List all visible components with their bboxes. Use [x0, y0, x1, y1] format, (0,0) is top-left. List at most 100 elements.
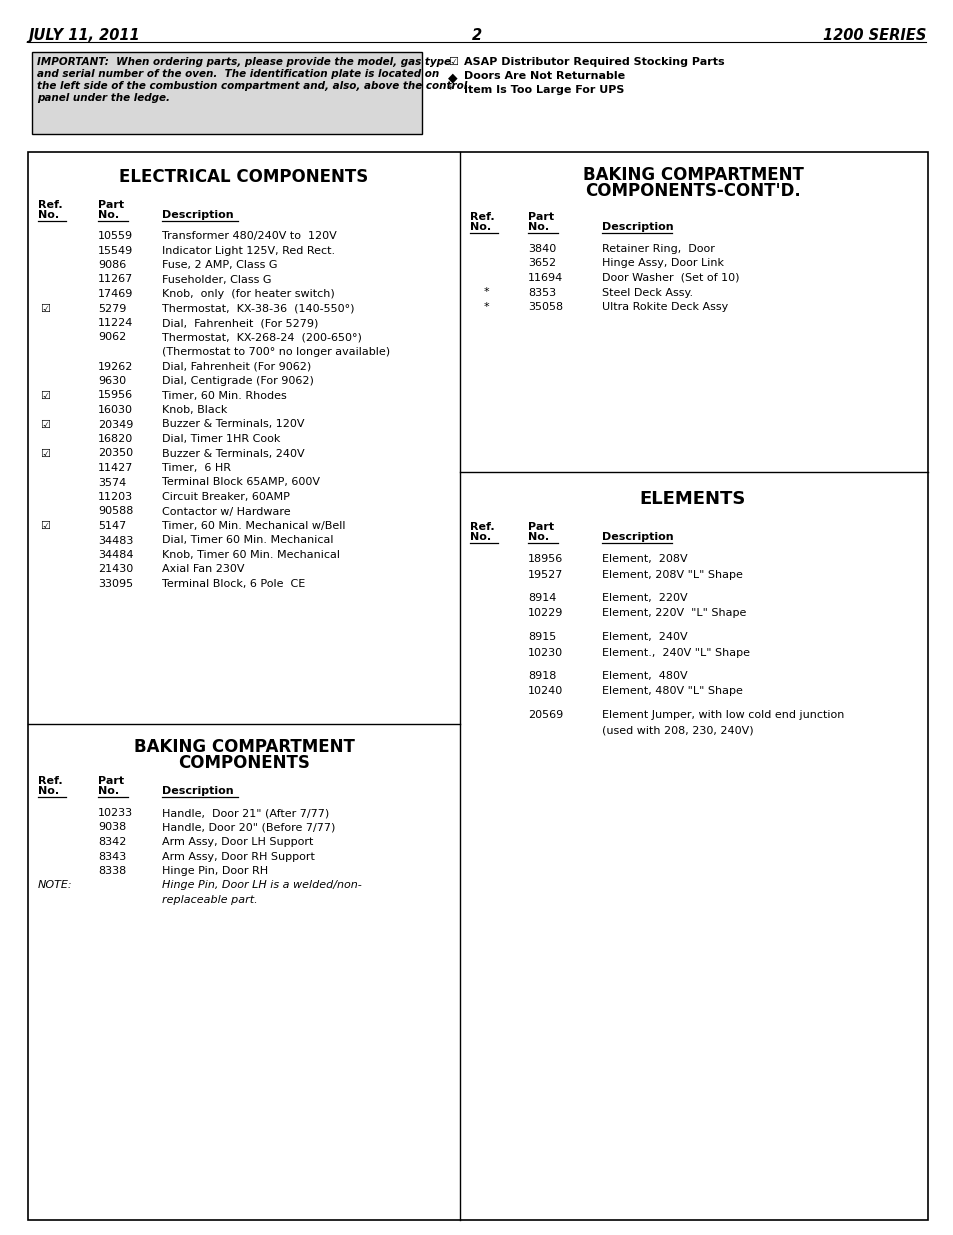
Text: Description: Description: [162, 210, 233, 220]
Text: Description: Description: [162, 785, 233, 797]
Text: 8918: 8918: [527, 671, 556, 680]
Text: ASAP Distributor Required Stocking Parts: ASAP Distributor Required Stocking Parts: [463, 57, 724, 67]
Text: 34483: 34483: [98, 536, 133, 546]
Text: 10230: 10230: [527, 647, 562, 657]
Text: 10240: 10240: [527, 687, 562, 697]
Text: Door Washer  (Set of 10): Door Washer (Set of 10): [601, 273, 739, 283]
Text: 34484: 34484: [98, 550, 133, 559]
Text: 8915: 8915: [527, 632, 556, 642]
Text: 9038: 9038: [98, 823, 126, 832]
Text: No.: No.: [470, 532, 491, 542]
Text: 19262: 19262: [98, 362, 133, 372]
Text: 1200 SERIES: 1200 SERIES: [821, 28, 925, 43]
Text: Hinge Pin, Door RH: Hinge Pin, Door RH: [162, 866, 268, 876]
Text: No.: No.: [98, 210, 119, 220]
Text: Terminal Block 65AMP, 600V: Terminal Block 65AMP, 600V: [162, 478, 319, 488]
Text: 11224: 11224: [98, 317, 133, 329]
Text: the left side of the combustion compartment and, also, above the control: the left side of the combustion compartm…: [37, 82, 467, 91]
Text: 9062: 9062: [98, 332, 126, 342]
Text: Ultra Rokite Deck Assy: Ultra Rokite Deck Assy: [601, 303, 727, 312]
Text: ☑: ☑: [40, 390, 50, 400]
Text: Hinge Assy, Door Link: Hinge Assy, Door Link: [601, 258, 723, 268]
Text: 5279: 5279: [98, 304, 126, 314]
Text: and serial number of the oven.  The identification plate is located on: and serial number of the oven. The ident…: [37, 69, 438, 79]
Text: ELECTRICAL COMPONENTS: ELECTRICAL COMPONENTS: [119, 168, 368, 186]
Text: Element,  240V: Element, 240V: [601, 632, 687, 642]
Text: Buzzer & Terminals, 120V: Buzzer & Terminals, 120V: [162, 420, 304, 430]
Text: 11203: 11203: [98, 492, 133, 501]
Text: BAKING COMPARTMENT: BAKING COMPARTMENT: [133, 739, 355, 756]
Text: (used with 208, 230, 240V): (used with 208, 230, 240V): [601, 725, 753, 736]
Text: COMPONENTS: COMPONENTS: [178, 755, 310, 772]
Text: 8914: 8914: [527, 593, 556, 603]
Text: Doors Are Not Returnable: Doors Are Not Returnable: [463, 70, 624, 82]
Text: No.: No.: [98, 785, 119, 797]
Text: 15956: 15956: [98, 390, 133, 400]
Text: Ref.: Ref.: [470, 522, 494, 532]
Bar: [32, 52, 421, 135]
Text: 35058: 35058: [527, 303, 562, 312]
Text: Terminal Block, 6 Pole  CE: Terminal Block, 6 Pole CE: [162, 579, 305, 589]
Text: panel under the ledge.: panel under the ledge.: [37, 93, 170, 103]
Text: Fuseholder, Class G: Fuseholder, Class G: [162, 274, 272, 284]
Text: Arm Assy, Door RH Support: Arm Assy, Door RH Support: [162, 851, 314, 862]
Text: Axial Fan 230V: Axial Fan 230V: [162, 564, 244, 574]
Text: ELEMENTS: ELEMENTS: [639, 490, 745, 508]
Text: Element, 208V "L" Shape: Element, 208V "L" Shape: [601, 569, 742, 579]
Text: Retainer Ring,  Door: Retainer Ring, Door: [601, 245, 714, 254]
Text: No.: No.: [527, 532, 549, 542]
Text: Element.,  240V "L" Shape: Element., 240V "L" Shape: [601, 647, 749, 657]
Text: Steel Deck Assy.: Steel Deck Assy.: [601, 288, 693, 298]
Text: *: *: [448, 85, 453, 95]
Text: Transformer 480/240V to  120V: Transformer 480/240V to 120V: [162, 231, 336, 241]
Bar: [28, 152, 927, 1220]
Text: Timer, 60 Min. Rhodes: Timer, 60 Min. Rhodes: [162, 390, 287, 400]
Text: Element,  220V: Element, 220V: [601, 593, 687, 603]
Text: No.: No.: [527, 222, 549, 232]
Text: 16820: 16820: [98, 433, 133, 445]
Text: 15549: 15549: [98, 246, 133, 256]
Text: 11694: 11694: [527, 273, 562, 283]
Text: 5147: 5147: [98, 521, 126, 531]
Text: ☑: ☑: [40, 448, 50, 458]
Text: Description: Description: [601, 222, 673, 232]
Text: ☑: ☑: [40, 521, 50, 531]
Text: ☑: ☑: [40, 420, 50, 430]
Text: Dial, Centigrade (For 9062): Dial, Centigrade (For 9062): [162, 375, 314, 387]
Text: Thermostat,  KX-38-36  (140-550°): Thermostat, KX-38-36 (140-550°): [162, 304, 355, 314]
Text: Handle,  Door 21" (After 7/77): Handle, Door 21" (After 7/77): [162, 808, 329, 818]
Text: Part: Part: [98, 776, 124, 785]
Text: Element Jumper, with low cold end junction: Element Jumper, with low cold end juncti…: [601, 710, 843, 720]
Text: ☑: ☑: [40, 304, 50, 314]
Text: Dial,  Fahrenheit  (For 5279): Dial, Fahrenheit (For 5279): [162, 317, 318, 329]
Text: 3574: 3574: [98, 478, 126, 488]
Text: Knob,  only  (for heater switch): Knob, only (for heater switch): [162, 289, 335, 299]
Text: JULY 11, 2011: JULY 11, 2011: [28, 28, 139, 43]
Text: 8338: 8338: [98, 866, 126, 876]
Text: NOTE:: NOTE:: [38, 881, 72, 890]
Text: Part: Part: [98, 200, 124, 210]
Text: 9630: 9630: [98, 375, 126, 387]
Text: 90588: 90588: [98, 506, 133, 516]
Text: Thermostat,  KX-268-24  (200-650°): Thermostat, KX-268-24 (200-650°): [162, 332, 361, 342]
Text: BAKING COMPARTMENT: BAKING COMPARTMENT: [582, 165, 802, 184]
Text: Dial, Timer 1HR Cook: Dial, Timer 1HR Cook: [162, 433, 280, 445]
Text: *: *: [483, 303, 489, 312]
Text: Buzzer & Terminals, 240V: Buzzer & Terminals, 240V: [162, 448, 304, 458]
Text: Part: Part: [527, 212, 554, 222]
Text: 2: 2: [472, 28, 481, 43]
Text: Element, 220V  "L" Shape: Element, 220V "L" Shape: [601, 609, 745, 619]
Text: 20349: 20349: [98, 420, 133, 430]
Text: *: *: [483, 288, 489, 298]
Text: Part: Part: [527, 522, 554, 532]
Text: 3840: 3840: [527, 245, 556, 254]
Text: COMPONENTS-CONT'D.: COMPONENTS-CONT'D.: [584, 182, 800, 200]
Text: Dial, Fahrenheit (For 9062): Dial, Fahrenheit (For 9062): [162, 362, 311, 372]
Text: Contactor w/ Hardware: Contactor w/ Hardware: [162, 506, 291, 516]
Text: 10229: 10229: [527, 609, 563, 619]
Text: No.: No.: [38, 210, 59, 220]
Text: 19527: 19527: [527, 569, 563, 579]
Text: Timer,  6 HR: Timer, 6 HR: [162, 463, 231, 473]
Text: Indicator Light 125V, Red Rect.: Indicator Light 125V, Red Rect.: [162, 246, 335, 256]
Text: Item Is Too Large For UPS: Item Is Too Large For UPS: [463, 85, 623, 95]
